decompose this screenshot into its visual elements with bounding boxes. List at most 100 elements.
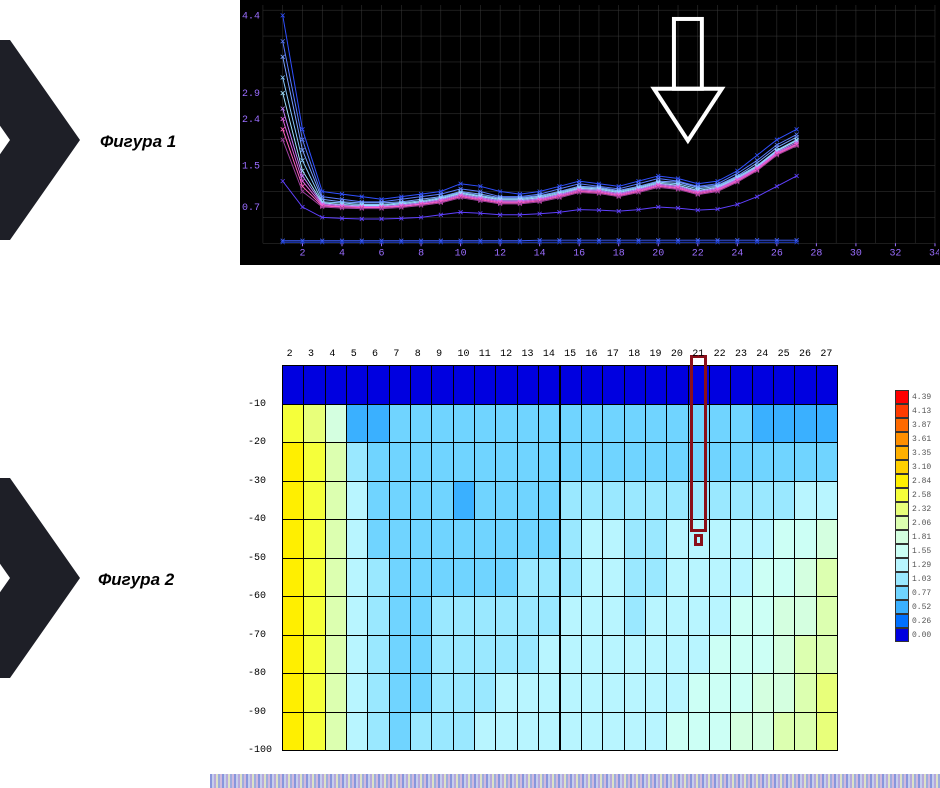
heatmap-cell <box>560 442 582 482</box>
heatmap-cell <box>645 558 667 598</box>
heatmap-cell <box>303 635 325 675</box>
heatmap-cell <box>346 365 368 405</box>
heatmap-cell <box>303 558 325 598</box>
svg-text:2.4: 2.4 <box>242 114 260 125</box>
figure2-xtick: 17 <box>607 349 619 360</box>
heatmap-cell <box>666 635 688 675</box>
heatmap-cell <box>346 558 368 598</box>
heatmap-cell <box>517 365 539 405</box>
svg-text:32: 32 <box>889 247 901 258</box>
heatmap-cell <box>517 712 539 752</box>
heatmap-cell <box>624 519 646 559</box>
heatmap-cell <box>624 596 646 636</box>
heatmap-cell <box>602 635 624 675</box>
figure2-ytick: -30 <box>248 476 280 487</box>
heatmap-cell <box>303 519 325 559</box>
heatmap-cell <box>560 596 582 636</box>
heatmap-cell <box>453 673 475 713</box>
heatmap-cell <box>282 365 304 405</box>
svg-text:10: 10 <box>455 247 467 258</box>
heatmap-cell <box>730 481 752 521</box>
svg-text:24: 24 <box>731 247 743 258</box>
svg-text:14: 14 <box>534 247 546 258</box>
heatmap-cell <box>538 442 560 482</box>
heatmap-cell <box>709 596 731 636</box>
figure2-panel: 2345678910111213141516171819202122232425… <box>240 345 880 765</box>
heatmap-cell <box>602 558 624 598</box>
heatmap-cell <box>517 596 539 636</box>
heatmap-cell <box>367 442 389 482</box>
heatmap-cell <box>730 365 752 405</box>
heatmap-cell <box>666 712 688 752</box>
heatmap-cell <box>602 404 624 444</box>
heatmap-cell <box>495 673 517 713</box>
heatmap-cell <box>389 558 411 598</box>
figure2-xtick: 11 <box>479 349 491 360</box>
figure2-ytick: -70 <box>248 630 280 641</box>
highlight-marker <box>690 355 707 532</box>
heatmap-cell <box>410 712 432 752</box>
heatmap-cell <box>495 519 517 559</box>
heatmap-cell <box>794 404 816 444</box>
heatmap-cell <box>474 442 496 482</box>
svg-text:22: 22 <box>692 247 704 258</box>
svg-text:34: 34 <box>929 247 939 258</box>
heatmap-cell <box>346 404 368 444</box>
heatmap-cell <box>709 712 731 752</box>
heatmap-cell <box>581 596 603 636</box>
heatmap-cell <box>303 404 325 444</box>
heatmap-cell <box>325 673 347 713</box>
heatmap-cell <box>431 712 453 752</box>
heatmap-cell <box>282 519 304 559</box>
heatmap-cell <box>752 635 774 675</box>
heatmap-cell <box>560 365 582 405</box>
heatmap-cell <box>666 365 688 405</box>
heatmap-cell <box>709 442 731 482</box>
svg-text:4.4: 4.4 <box>242 10 260 21</box>
heatmap-cell <box>794 519 816 559</box>
heatmap-cell <box>389 442 411 482</box>
heatmap-cell <box>688 712 710 752</box>
heatmap-cell <box>709 404 731 444</box>
figure2-ytick: -50 <box>248 553 280 564</box>
colorbar-step: 2.58 <box>895 488 935 502</box>
heatmap-cell <box>752 673 774 713</box>
heatmap-cell <box>645 596 667 636</box>
decor-strip <box>210 774 940 788</box>
heatmap-cell <box>474 596 496 636</box>
figure2-ytick: -10 <box>248 399 280 410</box>
heatmap-cell <box>816 558 838 598</box>
heatmap-cell <box>495 481 517 521</box>
heatmap-cell <box>453 365 475 405</box>
heatmap-cell <box>474 558 496 598</box>
heatmap-cell <box>325 558 347 598</box>
figure2-xtick: 2 <box>287 349 293 360</box>
heatmap-cell <box>517 635 539 675</box>
heatmap-cell <box>581 365 603 405</box>
heatmap-cell <box>666 558 688 598</box>
figure2-xtick: 26 <box>799 349 811 360</box>
heatmap-cell <box>709 635 731 675</box>
heatmap-cell <box>688 673 710 713</box>
colorbar-step: 1.55 <box>895 544 935 558</box>
heatmap-cell <box>560 712 582 752</box>
heatmap-cell <box>730 596 752 636</box>
heatmap-cell <box>794 635 816 675</box>
svg-text:4: 4 <box>339 247 345 258</box>
heatmap-cell <box>624 673 646 713</box>
colorbar-step: 1.81 <box>895 530 935 544</box>
heatmap-cell <box>431 635 453 675</box>
heatmap-cell <box>453 596 475 636</box>
heatmap-cell <box>431 481 453 521</box>
figure2-xtick: 6 <box>372 349 378 360</box>
heatmap-cell <box>538 558 560 598</box>
figure2-xtick: 27 <box>820 349 832 360</box>
heatmap-cell <box>282 673 304 713</box>
heatmap-cell <box>560 558 582 598</box>
figure2-xtick: 5 <box>351 349 357 360</box>
heatmap-cell <box>773 365 795 405</box>
svg-text:2: 2 <box>299 247 305 258</box>
figure2-colorbar: 4.394.133.873.613.353.102.842.582.322.06… <box>895 390 935 642</box>
heatmap-cell <box>645 673 667 713</box>
figure2-xtick: 3 <box>308 349 314 360</box>
